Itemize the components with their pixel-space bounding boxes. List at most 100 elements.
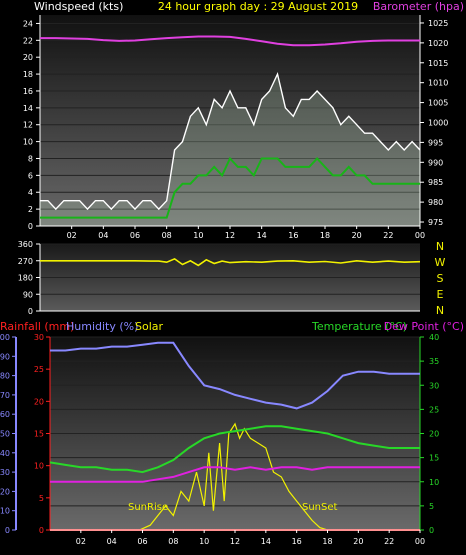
weather-time-tick-label: 20 xyxy=(353,537,363,546)
graph-date-title: 24 hour graph day : 29 August 2019 xyxy=(158,0,358,13)
temperature-tick-label: 10 xyxy=(429,478,439,487)
temperature-tick-label: 0 xyxy=(429,526,434,535)
weather-time-tick-label: 00 xyxy=(415,537,425,546)
weather-time-tick-label: 02 xyxy=(76,537,86,546)
temperature-tick-label: 30 xyxy=(429,381,439,390)
humidity-tick-label: 30 xyxy=(0,468,10,477)
barometer-tick-label: 1015 xyxy=(428,59,448,68)
wind-direction-line xyxy=(40,257,421,267)
humidity-tick-label: 80 xyxy=(0,372,10,381)
temperature-tick-label: 40 xyxy=(429,333,439,342)
wind-series-group xyxy=(40,35,421,226)
wind-speed-tick-label: 10 xyxy=(23,138,33,147)
barometer-line xyxy=(40,35,420,47)
direction-tick-label: 90 xyxy=(23,290,33,299)
wind-time-tick-label: 16 xyxy=(288,231,298,240)
humidity-line xyxy=(50,341,420,410)
weather-time-axis: 02 04 06 08 10 12 14 16 18 20 22 00 xyxy=(50,529,425,546)
weather-time-tick-label: 06 xyxy=(137,537,147,546)
weather-time-tick-label: 10 xyxy=(199,537,209,546)
wind-time-tick-label: 12 xyxy=(225,231,235,240)
barometer-tick-label: 1020 xyxy=(428,39,448,48)
barometer-tick-label: 980 xyxy=(428,198,443,207)
weather-time-tick-label: 12 xyxy=(230,537,240,546)
temperature-axis-label: Temperature (°C) xyxy=(311,320,407,333)
wind-panel-bg xyxy=(40,15,420,226)
wind-speed-tick-label: 16 xyxy=(23,87,33,96)
wind-time-tick-label: 02 xyxy=(67,231,77,240)
rainfall-tick-label: 10 xyxy=(34,462,44,471)
barometer-tick-label: 990 xyxy=(428,158,443,167)
wind-speed-tick-label: 8 xyxy=(28,154,33,163)
barometer-tick-label: 995 xyxy=(428,138,443,147)
rainfall-tick-label: 25 xyxy=(34,365,44,374)
barometer-axis: 975 980 985 990 995 1000 1005 1010 1015 1020 1025 xyxy=(419,15,448,227)
compass-letter: W xyxy=(435,256,446,269)
humidity-tick-label: 60 xyxy=(0,410,10,419)
weather-time-tick-label: 08 xyxy=(168,537,178,546)
solar-line xyxy=(50,422,420,531)
wind-time-tick-label: 22 xyxy=(383,231,393,240)
rainfall-tick-label: 5 xyxy=(39,494,44,503)
humidity-tick-label: 40 xyxy=(0,449,10,458)
direction-tick-label: 360 xyxy=(18,240,33,249)
windspeed-axis-label: Windspeed (kts) xyxy=(34,0,123,13)
wind-speed-tick-label: 24 xyxy=(23,19,33,28)
humidity-tick-label: 50 xyxy=(0,430,10,439)
rainfall-tick-label: 15 xyxy=(34,430,44,439)
wind-speed-tick-label: 0 xyxy=(28,222,33,231)
weather-time-tick-label: 14 xyxy=(261,537,271,546)
humidity-tick-label: 90 xyxy=(0,352,10,361)
wind-speed-tick-label: 20 xyxy=(23,53,33,62)
sunrise-label: SunRise xyxy=(128,502,168,513)
rainfall-tick-label: 30 xyxy=(34,333,44,342)
wind-speed-tick-label: 2 xyxy=(28,205,33,214)
compass-letter: S xyxy=(437,272,444,285)
wind-time-tick-label: 06 xyxy=(130,231,140,240)
barometer-tick-label: 1010 xyxy=(428,79,448,88)
compass-letter: N xyxy=(436,304,444,317)
barometer-tick-label: 1025 xyxy=(428,19,448,28)
temperature-axis: 0 5 10 15 20 25 30 35 40 xyxy=(419,333,439,535)
wind-time-tick-label: 04 xyxy=(98,231,108,240)
humidity-axis: 0 10 20 30 40 50 60 70 80 90 100 xyxy=(0,333,17,535)
humidity-axis-label: Humidity (%) xyxy=(66,320,138,333)
dewpoint-axis-label: Dew Point (°C) xyxy=(384,320,464,333)
wind-time-tick-label: 10 xyxy=(193,231,203,240)
rainfall-tick-label: 20 xyxy=(34,397,44,406)
temperature-tick-label: 15 xyxy=(429,454,439,463)
rainfall-axis-label: Rainfall (mm) xyxy=(0,320,74,333)
wind-average-line xyxy=(40,156,420,219)
barometer-tick-label: 985 xyxy=(428,178,443,187)
dewpoint-line xyxy=(50,466,420,483)
compass-letter: E xyxy=(437,288,444,301)
wind-speed-tick-label: 22 xyxy=(23,36,33,45)
weather-time-tick-label: 18 xyxy=(322,537,332,546)
wind-speed-tick-label: 4 xyxy=(28,188,33,197)
humidity-tick-label: 20 xyxy=(0,487,10,496)
barometer-axis-label: Barometer (hpa) xyxy=(373,0,464,13)
humidity-tick-label: 70 xyxy=(0,391,10,400)
temperature-tick-label: 35 xyxy=(429,357,439,366)
direction-tick-label: 270 xyxy=(18,257,33,266)
rainfall-axis: 0 5 10 15 20 25 30 xyxy=(34,333,51,535)
rainfall-tick-label: 0 xyxy=(39,526,44,535)
direction-series-group xyxy=(40,257,421,267)
wind-time-tick-label: 14 xyxy=(257,231,267,240)
temperature-line xyxy=(49,425,420,474)
wind-speed-tick-label: 12 xyxy=(23,121,33,130)
weather-time-tick-label: 16 xyxy=(292,537,302,546)
direction-degree-axis: 0 90 180 270 360 xyxy=(18,240,420,316)
wind-time-tick-label: 00 xyxy=(415,231,425,240)
wind-time-tick-label: 20 xyxy=(352,231,362,240)
wind-speed-tick-label: 14 xyxy=(23,104,33,113)
temperature-tick-label: 5 xyxy=(429,502,434,511)
wind-speed-tick-label: 6 xyxy=(28,171,33,180)
wind-time-tick-label: 08 xyxy=(162,231,172,240)
wind-gust-area xyxy=(40,74,420,226)
direction-tick-label: 0 xyxy=(28,307,33,316)
wind-time-tick-label: 18 xyxy=(320,231,330,240)
